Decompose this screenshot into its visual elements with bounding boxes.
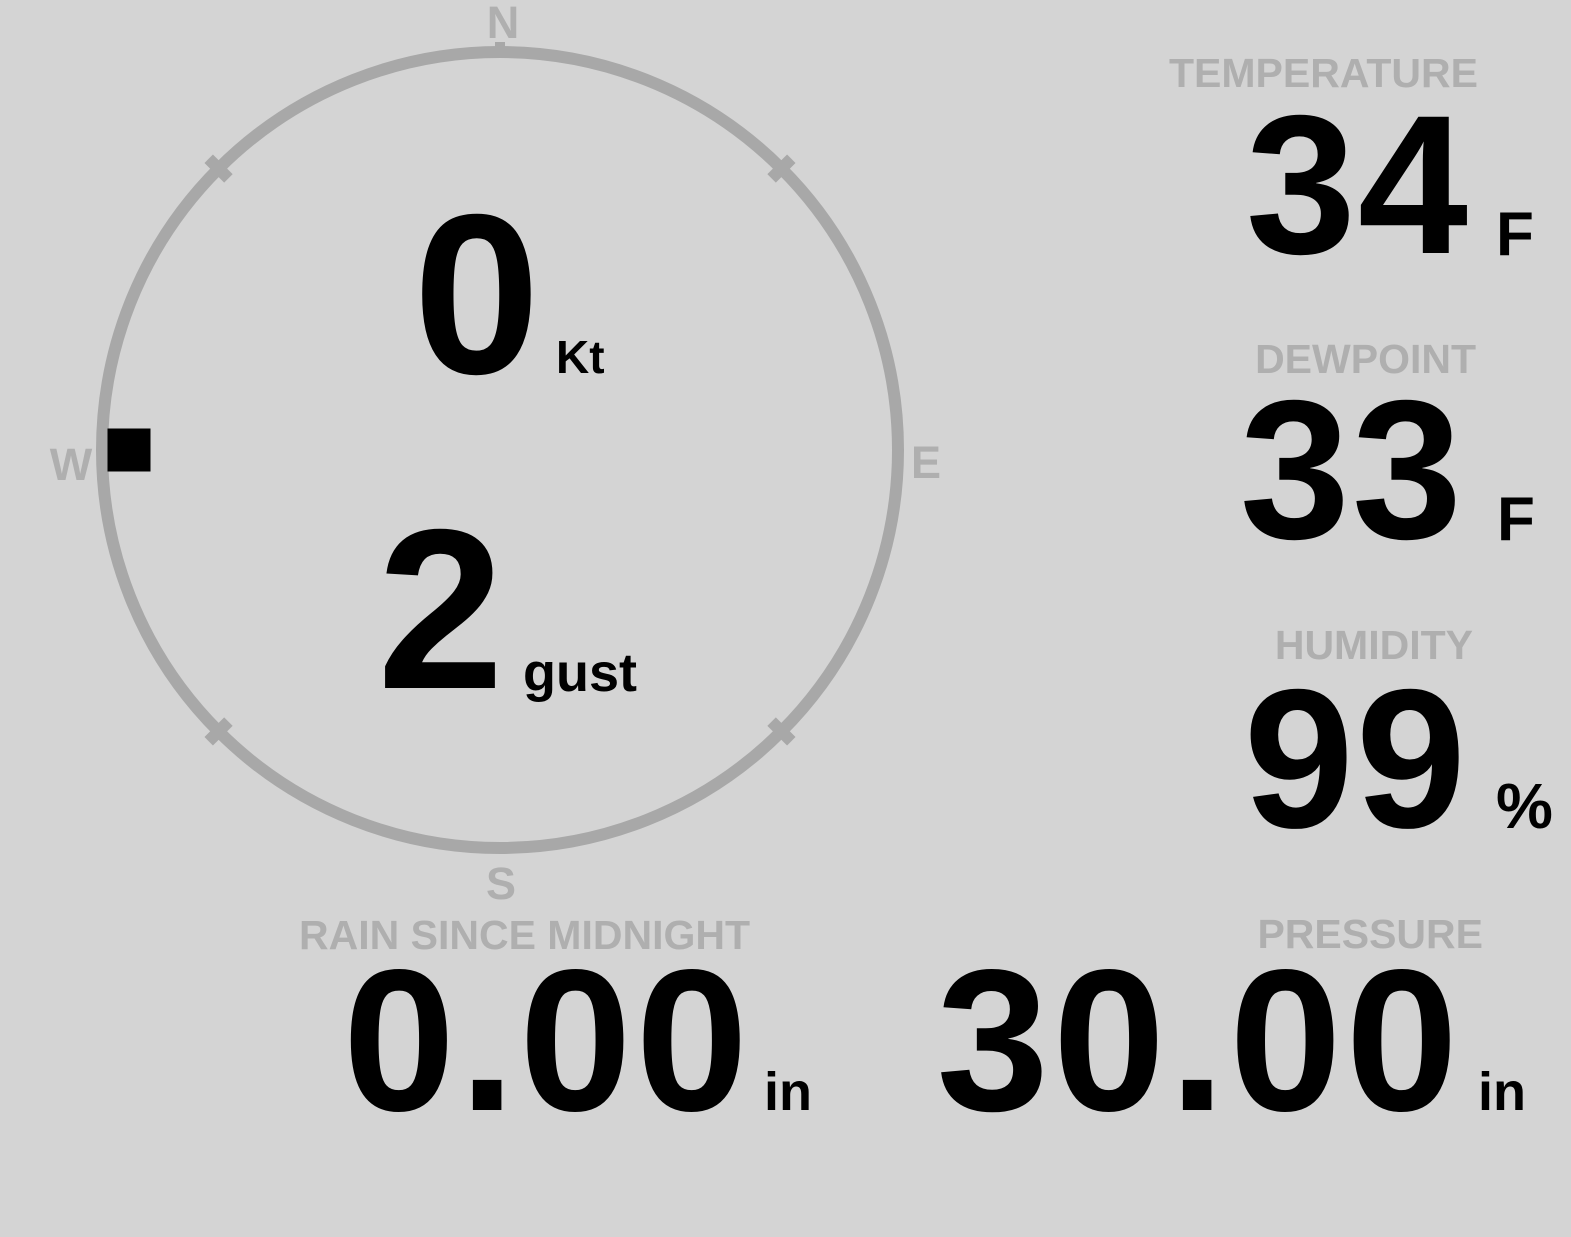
rain-label: RAIN SINCE MIDNIGHT — [299, 912, 750, 958]
humidity-value: 99 — [1244, 648, 1468, 869]
humidity-unit: % — [1496, 770, 1553, 842]
temperature-unit: F — [1496, 200, 1534, 269]
compass-tick-ne — [767, 154, 796, 183]
compass-tick-sw — [204, 717, 233, 746]
wind-gust-unit: gust — [523, 643, 637, 703]
wind-gust-value: 2 — [377, 483, 504, 737]
cardinal-south-label: S — [486, 858, 516, 909]
rain-unit: in — [764, 1062, 812, 1122]
pressure-unit: in — [1478, 1062, 1526, 1122]
temperature-label: TEMPERATURE — [1169, 50, 1478, 96]
dewpoint-label: DEWPOINT — [1255, 336, 1476, 382]
cardinal-east-label: E — [911, 437, 941, 488]
rain-value: 0.00 — [343, 927, 752, 1153]
cardinal-north-label: N — [487, 0, 520, 48]
dewpoint-unit: F — [1497, 485, 1535, 554]
pressure-value: 30.00 — [937, 927, 1463, 1153]
wind-speed-value: 0 — [413, 168, 540, 422]
humidity-label: HUMIDITY — [1275, 622, 1473, 668]
compass-tick-nw — [204, 154, 233, 183]
temperature-value: 34 — [1246, 74, 1470, 295]
dewpoint-value: 33 — [1240, 359, 1464, 580]
wind-speed-unit: Kt — [556, 331, 605, 383]
compass-tick-se — [767, 717, 796, 746]
cardinal-west-label: W — [50, 439, 93, 490]
wind-direction-marker — [107, 428, 151, 472]
pressure-label: PRESSURE — [1257, 911, 1483, 957]
